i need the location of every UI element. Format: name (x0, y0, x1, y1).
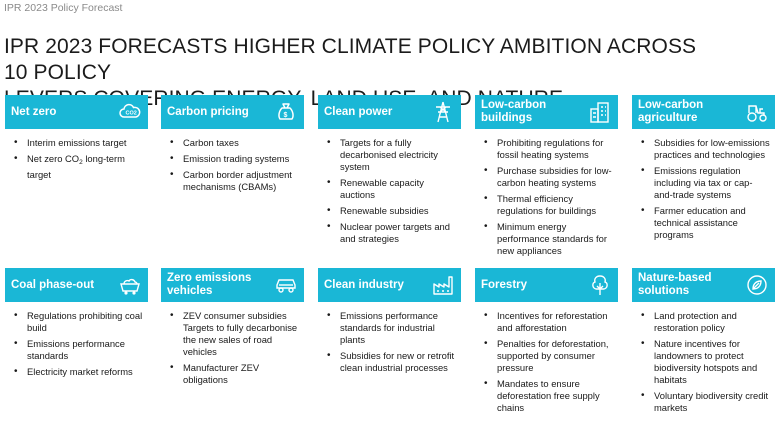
card-carbon-pricing: Carbon pricing $ Carbon taxes Emission t… (161, 95, 304, 197)
globe-leaf-icon (747, 275, 767, 295)
svg-text:CO2: CO2 (126, 111, 137, 117)
card-title: Zero emissions vehicles (167, 272, 252, 297)
card-nature-based-solutions: Nature-based solutions Land protection a… (632, 268, 775, 418)
card-header: Net zero CO2 (5, 95, 148, 129)
card-title: Clean industry (324, 278, 404, 291)
card-low-carbon-agriculture: Low-carbon agriculture Subsidies for low… (632, 95, 775, 245)
list-item: Nuclear power targets and and strategies (318, 221, 461, 245)
card-header: Nature-based solutions (632, 268, 775, 302)
list-item: Farmer education and technical assistanc… (632, 205, 775, 241)
card-title: Forestry (481, 278, 528, 291)
list-item: Land protection and restoration policy (632, 310, 775, 334)
card-clean-power: Clean power Targets for a fully decarbon… (318, 95, 461, 249)
card-list: Interim emissions target Net zero CO2 lo… (5, 137, 148, 181)
list-item: Regulations prohibiting coal build (5, 310, 148, 334)
card-header: Coal phase-out (5, 268, 148, 302)
card-low-carbon-buildings: Low-carbon buildings Prohibiting regulat… (475, 95, 618, 261)
list-item: Emission trading systems (161, 153, 304, 165)
list-item: Thermal efficiency regulations for build… (475, 193, 618, 217)
list-item: Electricity market reforms (5, 366, 148, 378)
list-item: Incentives for reforestation and affores… (475, 310, 618, 334)
card-list: Prohibiting regulations for fossil heati… (475, 137, 618, 257)
card-title: Net zero (11, 105, 57, 118)
list-item: Mandates to ensure deforestation free su… (475, 378, 618, 414)
list-item: Carbon border adjustment mechanisms (CBA… (161, 169, 304, 193)
list-item: Nature incentives for landowners to prot… (632, 338, 775, 386)
list-item: Subsidies for new or retrofit clean indu… (318, 350, 461, 374)
card-header: Low-carbon agriculture (632, 95, 775, 129)
card-title: Low-carbon buildings (481, 99, 547, 124)
card-zero-emissions-vehicles: Zero emissions vehicles ZEV consumer sub… (161, 268, 304, 390)
co2-cloud-icon: CO2 (119, 103, 141, 118)
coal-cart-icon (120, 278, 140, 295)
top-label: IPR 2023 Policy Forecast (4, 2, 123, 14)
card-header: Low-carbon buildings (475, 95, 618, 129)
card-list: Emissions performance standards for indu… (318, 310, 461, 374)
list-item: Minimum energy performance standards for… (475, 221, 618, 257)
card-header: Carbon pricing $ (161, 95, 304, 129)
card-list: Incentives for reforestation and affores… (475, 310, 618, 414)
list-item: Emissions performance standards for indu… (318, 310, 461, 346)
card-clean-industry: Clean industry Emissions performance sta… (318, 268, 461, 378)
list-item: Carbon taxes (161, 137, 304, 149)
car-icon (276, 279, 296, 293)
list-item: Penalties for deforestation, supported b… (475, 338, 618, 374)
tractor-icon (747, 105, 767, 122)
power-pylon-icon (436, 101, 450, 123)
money-bag-icon: $ (278, 103, 294, 120)
card-title: Coal phase-out (11, 278, 95, 291)
card-list: Regulations prohibiting coal build Emiss… (5, 310, 148, 378)
list-item: Purchase subsidies for low-carbon heatin… (475, 165, 618, 189)
card-coal-phase-out: Coal phase-out Regulations prohibiting c… (5, 268, 148, 382)
tree-icon (592, 275, 608, 295)
list-item: Net zero CO2 long-term target (5, 153, 148, 181)
list-item: Voluntary biodiversity credit markets (632, 390, 775, 414)
card-title: Low-carbon agriculture (638, 99, 704, 124)
list-item: Subsidies for low-emissions practices an… (632, 137, 775, 161)
list-item: Interim emissions target (5, 137, 148, 149)
list-item: Emissions regulation including via tax o… (632, 165, 775, 201)
card-list: Carbon taxes Emission trading systems Ca… (161, 137, 304, 193)
list-item: Prohibiting regulations for fossil heati… (475, 137, 618, 161)
card-header: Zero emissions vehicles (161, 268, 304, 302)
list-item: ZEV consumer subsidies Targets to fully … (161, 310, 304, 358)
card-header: Clean power (318, 95, 461, 129)
card-list: Land protection and restoration policy N… (632, 310, 775, 414)
card-title: Nature-based solutions (638, 272, 712, 297)
svg-text:$: $ (284, 112, 288, 119)
factory-icon (433, 276, 453, 295)
list-item: Targets for a fully decarbonised electri… (318, 137, 461, 173)
card-header: Forestry (475, 268, 618, 302)
buildings-icon (590, 102, 609, 123)
list-item: Manufacturer ZEV obligations (161, 362, 304, 386)
card-title: Carbon pricing (167, 105, 249, 118)
list-item: Renewable capacity auctions (318, 177, 461, 201)
card-list: ZEV consumer subsidies Targets to fully … (161, 310, 304, 386)
card-header: Clean industry (318, 268, 461, 302)
list-item: Emissions performance standards (5, 338, 148, 362)
card-title: Clean power (324, 105, 393, 118)
card-list: Subsidies for low-emissions practices an… (632, 137, 775, 241)
card-net-zero: Net zero CO2 Interim emissions target Ne… (5, 95, 148, 185)
card-forestry: Forestry Incentives for reforestation an… (475, 268, 618, 418)
list-item: Renewable subsidies (318, 205, 461, 217)
page-title-line-1: IPR 2023 FORECASTS HIGHER CLIMATE POLICY… (4, 35, 697, 84)
card-list: Targets for a fully decarbonised electri… (318, 137, 461, 245)
